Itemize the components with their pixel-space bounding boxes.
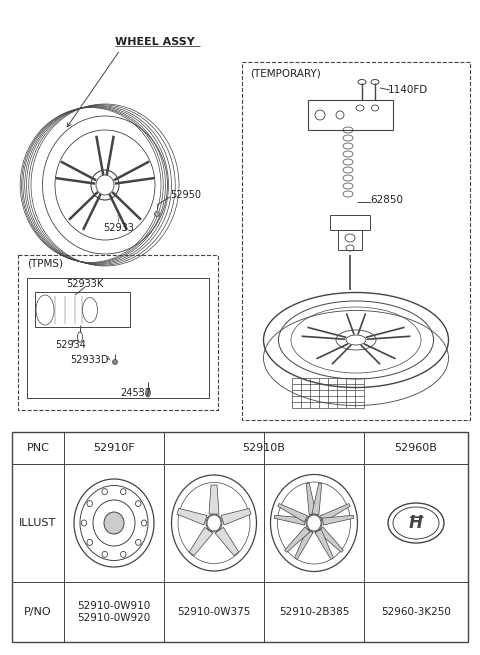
Bar [330, 215, 370, 230]
Polygon shape [215, 527, 239, 555]
Ellipse shape [104, 512, 124, 534]
Text: 52950: 52950 [170, 190, 201, 200]
Text: WHEEL ASSY: WHEEL ASSY [115, 37, 195, 47]
Text: PNC: PNC [26, 443, 49, 453]
Text: 52910B: 52910B [242, 443, 286, 453]
Ellipse shape [307, 515, 321, 531]
Polygon shape [323, 515, 354, 525]
Text: (TPMS): (TPMS) [27, 258, 63, 268]
Bar [338, 230, 362, 250]
Text: 52933D: 52933D [70, 355, 108, 365]
Polygon shape [189, 527, 213, 555]
Text: 24537: 24537 [120, 388, 151, 398]
Text: Ħ: Ħ [408, 514, 424, 532]
Polygon shape [277, 504, 308, 522]
Bar [308, 100, 393, 130]
Polygon shape [285, 527, 310, 552]
Text: 62850: 62850 [370, 195, 403, 205]
Text: 52933: 52933 [103, 223, 134, 233]
Polygon shape [321, 504, 350, 522]
Bar [18, 255, 218, 410]
Ellipse shape [207, 515, 221, 531]
Text: 1140FD: 1140FD [388, 85, 428, 95]
Polygon shape [177, 508, 207, 525]
Bar [242, 62, 470, 420]
Polygon shape [221, 508, 251, 525]
Ellipse shape [112, 360, 118, 364]
Text: 52910-2B385: 52910-2B385 [279, 607, 349, 617]
Polygon shape [312, 483, 322, 515]
Polygon shape [295, 529, 313, 559]
Bar [12, 432, 468, 642]
Text: 52960B: 52960B [395, 443, 437, 453]
Text: P/NO: P/NO [24, 607, 52, 617]
Polygon shape [306, 483, 316, 515]
Text: 52910-0W910
52910-0W920: 52910-0W910 52910-0W920 [77, 601, 151, 623]
Ellipse shape [155, 212, 159, 217]
Polygon shape [315, 529, 334, 559]
Polygon shape [318, 527, 343, 552]
Bar [27, 278, 209, 398]
Polygon shape [209, 485, 219, 514]
Text: 52910-0W375: 52910-0W375 [177, 607, 251, 617]
Text: 52934: 52934 [55, 340, 86, 350]
Ellipse shape [145, 389, 151, 397]
Bar [35, 292, 130, 327]
Text: ILLUST: ILLUST [19, 518, 57, 528]
Text: (TEMPORARY): (TEMPORARY) [250, 69, 321, 79]
Text: 52960-3K250: 52960-3K250 [381, 607, 451, 617]
Text: 52910F: 52910F [93, 443, 135, 453]
Polygon shape [274, 515, 306, 525]
Text: 52933K: 52933K [66, 279, 104, 289]
